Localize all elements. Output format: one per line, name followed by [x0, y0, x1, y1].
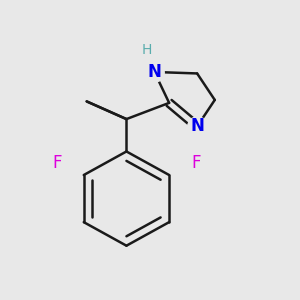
Text: H: H [142, 43, 152, 57]
Text: F: F [191, 154, 200, 172]
Text: N: N [190, 117, 204, 135]
Text: F: F [52, 154, 62, 172]
Text: N: N [148, 63, 161, 81]
